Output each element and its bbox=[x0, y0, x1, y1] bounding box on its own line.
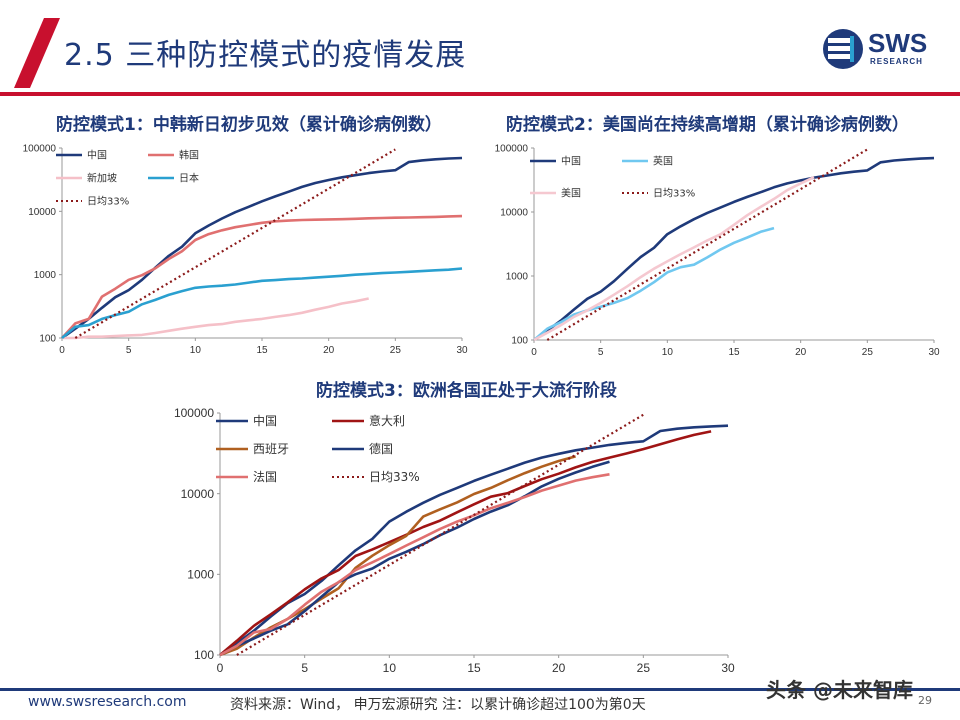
legend-label: 新加坡 bbox=[87, 172, 117, 185]
legend-label: 日均33% bbox=[653, 188, 695, 200]
series-line-1 bbox=[533, 226, 775, 341]
x-tick-label: 10 bbox=[662, 347, 674, 358]
logo-text: SWS bbox=[868, 28, 928, 58]
series-line-0 bbox=[219, 424, 729, 657]
header-rule bbox=[0, 92, 960, 96]
series-line-1 bbox=[61, 214, 463, 339]
x-tick-label: 10 bbox=[190, 345, 202, 356]
legend-label: 日均33% bbox=[87, 196, 129, 208]
series-line-1 bbox=[219, 430, 712, 656]
x-tick-label: 25 bbox=[862, 347, 874, 358]
y-tick-label: 100 bbox=[194, 648, 214, 662]
title-bar: 2.5 三种防控模式的疫情发展 SWS RESEARCH bbox=[0, 0, 960, 96]
legend-label: 日本 bbox=[179, 172, 199, 185]
legend-label: 德国 bbox=[369, 441, 393, 456]
x-tick-label: 10 bbox=[383, 661, 397, 675]
logo-subtext: RESEARCH bbox=[870, 57, 923, 66]
x-tick-label: 5 bbox=[126, 345, 132, 356]
legend-label: 美国 bbox=[561, 187, 581, 200]
x-tick-label: 5 bbox=[598, 347, 604, 358]
chart1-title: 防控模式1：中韩新日初步见效（累计确诊病例数） bbox=[56, 115, 442, 135]
y-tick-label: 1000 bbox=[34, 270, 57, 281]
legend-label: 英国 bbox=[653, 155, 673, 168]
legend-label: 中国 bbox=[253, 413, 277, 428]
legend-label: 西班牙 bbox=[253, 442, 289, 456]
y-tick-label: 1000 bbox=[187, 568, 214, 582]
x-tick-label: 15 bbox=[728, 347, 740, 358]
page-title: 2.5 三种防控模式的疫情发展 bbox=[64, 38, 467, 73]
chart2-title: 防控模式2：美国尚在持续高增期（累计确诊病例数） bbox=[506, 115, 909, 135]
y-tick-label: 1000 bbox=[506, 272, 529, 283]
series-line-3 bbox=[546, 148, 868, 341]
legend-label: 韩国 bbox=[179, 149, 199, 162]
y-tick-label: 100000 bbox=[174, 406, 214, 420]
x-tick-label: 5 bbox=[301, 661, 308, 675]
series-line-2 bbox=[62, 297, 369, 340]
x-tick-label: 20 bbox=[795, 347, 807, 358]
legend-label: 日均33% bbox=[369, 470, 420, 484]
footer-source-note: 资料来源：Wind， 申万宏源研究 注：以累计确诊超过100为第0天 bbox=[230, 697, 646, 713]
series-line-5 bbox=[236, 413, 644, 656]
x-tick-label: 20 bbox=[323, 345, 335, 356]
x-tick-label: 15 bbox=[256, 345, 268, 356]
x-tick-label: 0 bbox=[217, 661, 224, 675]
series-line-3 bbox=[61, 267, 463, 339]
legend-label: 法国 bbox=[253, 470, 277, 484]
series-line-3 bbox=[219, 460, 610, 657]
x-tick-label: 0 bbox=[59, 345, 65, 356]
x-tick-label: 30 bbox=[721, 661, 735, 675]
footer-url[interactable]: www.swsresearch.com bbox=[28, 694, 187, 710]
y-tick-label: 10000 bbox=[181, 487, 215, 501]
x-tick-label: 30 bbox=[928, 347, 940, 358]
sws-logo: SWS RESEARCH bbox=[822, 28, 942, 72]
x-tick-label: 15 bbox=[467, 661, 481, 675]
legend-label: 中国 bbox=[87, 149, 107, 162]
series-line-4 bbox=[74, 148, 396, 339]
series-line-0 bbox=[533, 156, 935, 342]
footer-rule bbox=[0, 688, 960, 691]
y-tick-label: 100 bbox=[39, 334, 56, 345]
x-tick-label: 20 bbox=[552, 661, 566, 675]
x-tick-label: 0 bbox=[531, 347, 537, 358]
watermark: 头条 @未来智库 bbox=[766, 678, 913, 702]
legend-label: 中国 bbox=[561, 155, 581, 168]
y-tick-label: 10000 bbox=[500, 208, 528, 219]
series-line-4 bbox=[219, 473, 610, 657]
x-tick-label: 25 bbox=[390, 345, 402, 356]
legend-label: 意大利 bbox=[369, 413, 405, 428]
x-tick-label: 25 bbox=[637, 661, 651, 675]
chart3-title: 防控模式3：欧洲各国正处于大流行阶段 bbox=[316, 381, 617, 401]
page-number: 29 bbox=[918, 694, 932, 707]
x-tick-label: 30 bbox=[456, 345, 468, 356]
y-tick-label: 100000 bbox=[495, 144, 529, 155]
series-line-2 bbox=[533, 176, 815, 342]
y-tick-label: 10000 bbox=[28, 207, 56, 218]
series-line-0 bbox=[61, 156, 463, 340]
title-accent-slash bbox=[14, 18, 60, 88]
sws-logo-icon bbox=[823, 29, 863, 69]
y-tick-label: 100 bbox=[511, 336, 528, 347]
y-tick-label: 100000 bbox=[23, 144, 57, 155]
